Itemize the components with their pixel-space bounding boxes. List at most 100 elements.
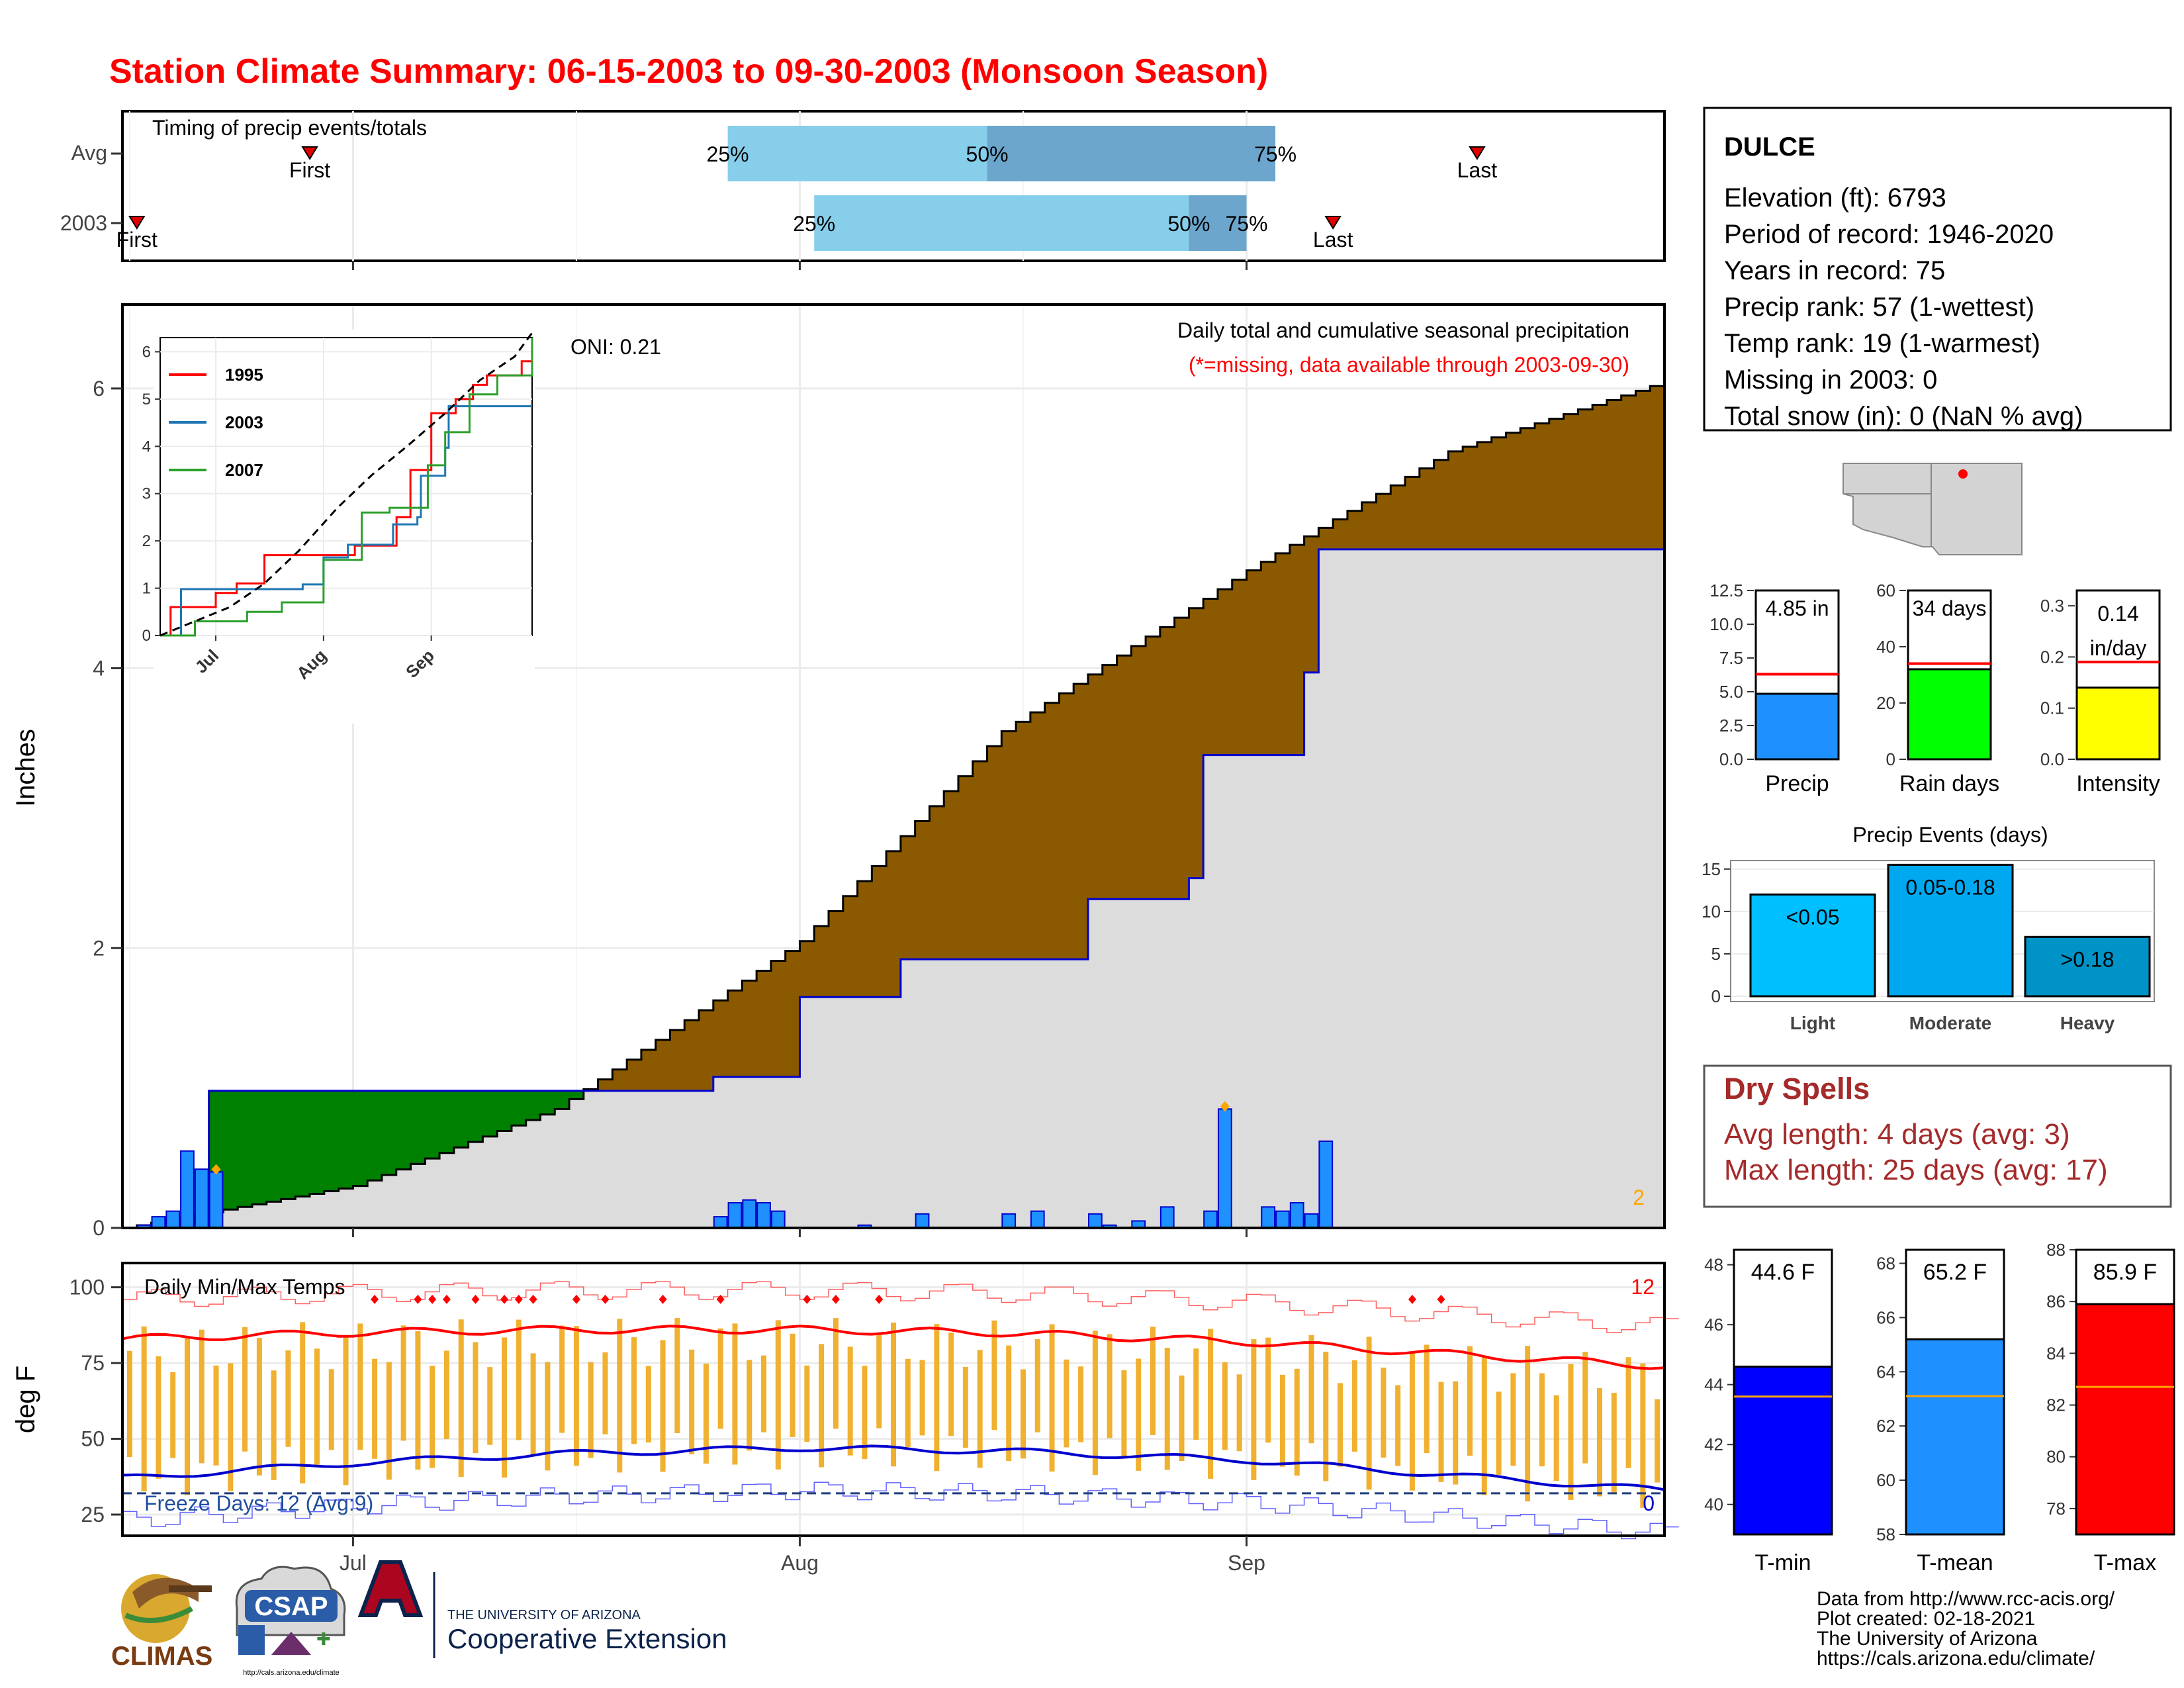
deficit-area xyxy=(1261,561,1276,755)
temp-bar-label: T-max xyxy=(2094,1550,2156,1575)
record-high-marker xyxy=(428,1294,437,1304)
timing-marker xyxy=(301,146,318,160)
mini-bar-tick: 40 xyxy=(1876,637,1895,657)
daily-precip-bar xyxy=(1217,1108,1232,1229)
surplus-area xyxy=(497,1090,512,1131)
mini-bar-tick: 0 xyxy=(1886,749,1895,769)
daily-temp-range-bar xyxy=(573,1326,579,1466)
daily-temp-range-bar xyxy=(1294,1368,1300,1476)
daily-temp-range-bar xyxy=(1655,1399,1661,1483)
deficit-area xyxy=(1635,391,1651,549)
surplus-area xyxy=(266,1090,282,1202)
surplus-area xyxy=(238,1090,253,1207)
precip-y-tick: 0 xyxy=(93,1216,105,1240)
daily-temp-range-bar xyxy=(530,1353,536,1456)
daily-temp-range-bar xyxy=(1496,1391,1502,1475)
daily-precip-bar xyxy=(1304,1213,1319,1229)
daily-temp-range-bar xyxy=(891,1323,896,1467)
mini-bar-tick: 12.5 xyxy=(1709,581,1743,600)
footer-line: The University of Arizona xyxy=(1817,1628,2038,1650)
deficit-area xyxy=(857,881,872,998)
daily-temp-range-bar xyxy=(991,1320,997,1430)
daily-temp-range-bar xyxy=(847,1346,853,1456)
deficit-area xyxy=(699,1010,714,1091)
mini-bar-tick: 0.1 xyxy=(2040,698,2064,718)
daily-temp-range-bar xyxy=(516,1319,522,1440)
mini-bar-tick: 60 xyxy=(1876,581,1895,600)
daily-temp-range-bar xyxy=(602,1352,608,1434)
daily-temp-range-bar xyxy=(1236,1374,1242,1452)
daily-temp-range-bar xyxy=(1049,1324,1055,1472)
surplus-area xyxy=(410,1090,426,1164)
temp-y-label: deg F xyxy=(11,1366,40,1433)
quartile-label: 75% xyxy=(1254,142,1297,166)
daily-temp-range-bar xyxy=(1467,1346,1473,1456)
surplus-area xyxy=(295,1090,310,1197)
temp-bar-tick: 46 xyxy=(1704,1315,1723,1335)
daily-temp-range-bar xyxy=(1424,1344,1430,1454)
mini-bar-tick: 20 xyxy=(1876,693,1895,713)
quartile-label: 50% xyxy=(966,142,1009,166)
deficit-area xyxy=(1506,432,1521,549)
daily-temp-range-bar xyxy=(819,1344,825,1468)
daily-precip-bar xyxy=(727,1201,743,1229)
surplus-area xyxy=(425,1090,440,1159)
seasonal-totals-charts: 0.0 2.5 5.0 7.5 10.0 12.5 4.85 in Precip 0 20 40 60… xyxy=(1709,581,2161,796)
events-y-tick: 0 xyxy=(1711,986,1721,1006)
deficit-area xyxy=(1146,636,1161,900)
surplus-area xyxy=(223,1090,238,1210)
deficit-area xyxy=(785,951,801,1077)
daily-precip-bar xyxy=(180,1150,195,1229)
deficit-area xyxy=(944,791,959,960)
deficit-area xyxy=(1433,459,1449,549)
temp-bar-tick: 82 xyxy=(2046,1395,2066,1415)
events-y-tick: 5 xyxy=(1711,944,1721,964)
daily-precip-bar xyxy=(742,1199,757,1229)
daily-precip-bar xyxy=(1160,1206,1175,1229)
temp-y-tick: 25 xyxy=(81,1503,105,1526)
csap-wordmark: CSAP xyxy=(254,1592,328,1621)
daily-temp-range-bar xyxy=(458,1319,464,1477)
timing-marker-label: First xyxy=(289,158,330,182)
dry-spells-title: Dry Spells xyxy=(1724,1072,1870,1105)
deficit-area xyxy=(655,1039,671,1091)
deficit-area xyxy=(1102,665,1118,900)
inset-legend-label: 1995 xyxy=(225,365,263,385)
daily-temp-range-bar xyxy=(617,1319,623,1473)
daily-precip-bar xyxy=(1087,1213,1103,1229)
daily-temp-range-bar xyxy=(645,1366,651,1443)
daily-temp-range-bar xyxy=(689,1349,695,1454)
deficit-area xyxy=(1001,731,1017,960)
deficit-area xyxy=(641,1049,657,1091)
daily-temp-range-bar xyxy=(1208,1329,1214,1479)
daily-temp-range-bar xyxy=(905,1358,911,1448)
temp-bar-tick: 88 xyxy=(2046,1240,2066,1260)
precip-event-value: 0.05-0.18 xyxy=(1905,875,1995,899)
temp-bar-tick: 62 xyxy=(1876,1416,1895,1436)
deficit-area xyxy=(1174,618,1190,900)
record-high-marker xyxy=(514,1294,523,1304)
temp-panel-title: Daily Min/Max Temps xyxy=(144,1275,345,1299)
deficit-area xyxy=(915,821,931,960)
surplus-area xyxy=(338,1090,354,1189)
deficit-area xyxy=(1203,598,1218,755)
temp-bar-tick: 86 xyxy=(2046,1291,2066,1311)
daily-temp-range-bar xyxy=(1121,1370,1127,1456)
deficit-area xyxy=(1463,446,1478,549)
deficit-area xyxy=(958,776,974,960)
precip-panel: Inches 0 2 4 6 Daily total and cumulative s… xyxy=(11,303,1666,1240)
record-high-marker xyxy=(1437,1294,1445,1304)
daily-temp-range-bar xyxy=(126,1350,132,1457)
mini-bar-value-label: 34 days xyxy=(1912,596,1986,620)
inset-series-1995 xyxy=(160,347,533,637)
daily-temp-range-bar xyxy=(1453,1381,1459,1485)
deficit-area xyxy=(886,851,901,998)
footer-credits: Data from http://www.rcc-acis.org/ Plot … xyxy=(1817,1588,2115,1669)
deficit-area xyxy=(1333,519,1348,549)
deficit-area xyxy=(612,1069,627,1091)
daily-precip-bar xyxy=(1203,1210,1218,1229)
daily-precip-bar xyxy=(1261,1206,1276,1229)
temp-bar-tick: 84 xyxy=(2046,1343,2066,1363)
surplus-area xyxy=(310,1090,325,1194)
